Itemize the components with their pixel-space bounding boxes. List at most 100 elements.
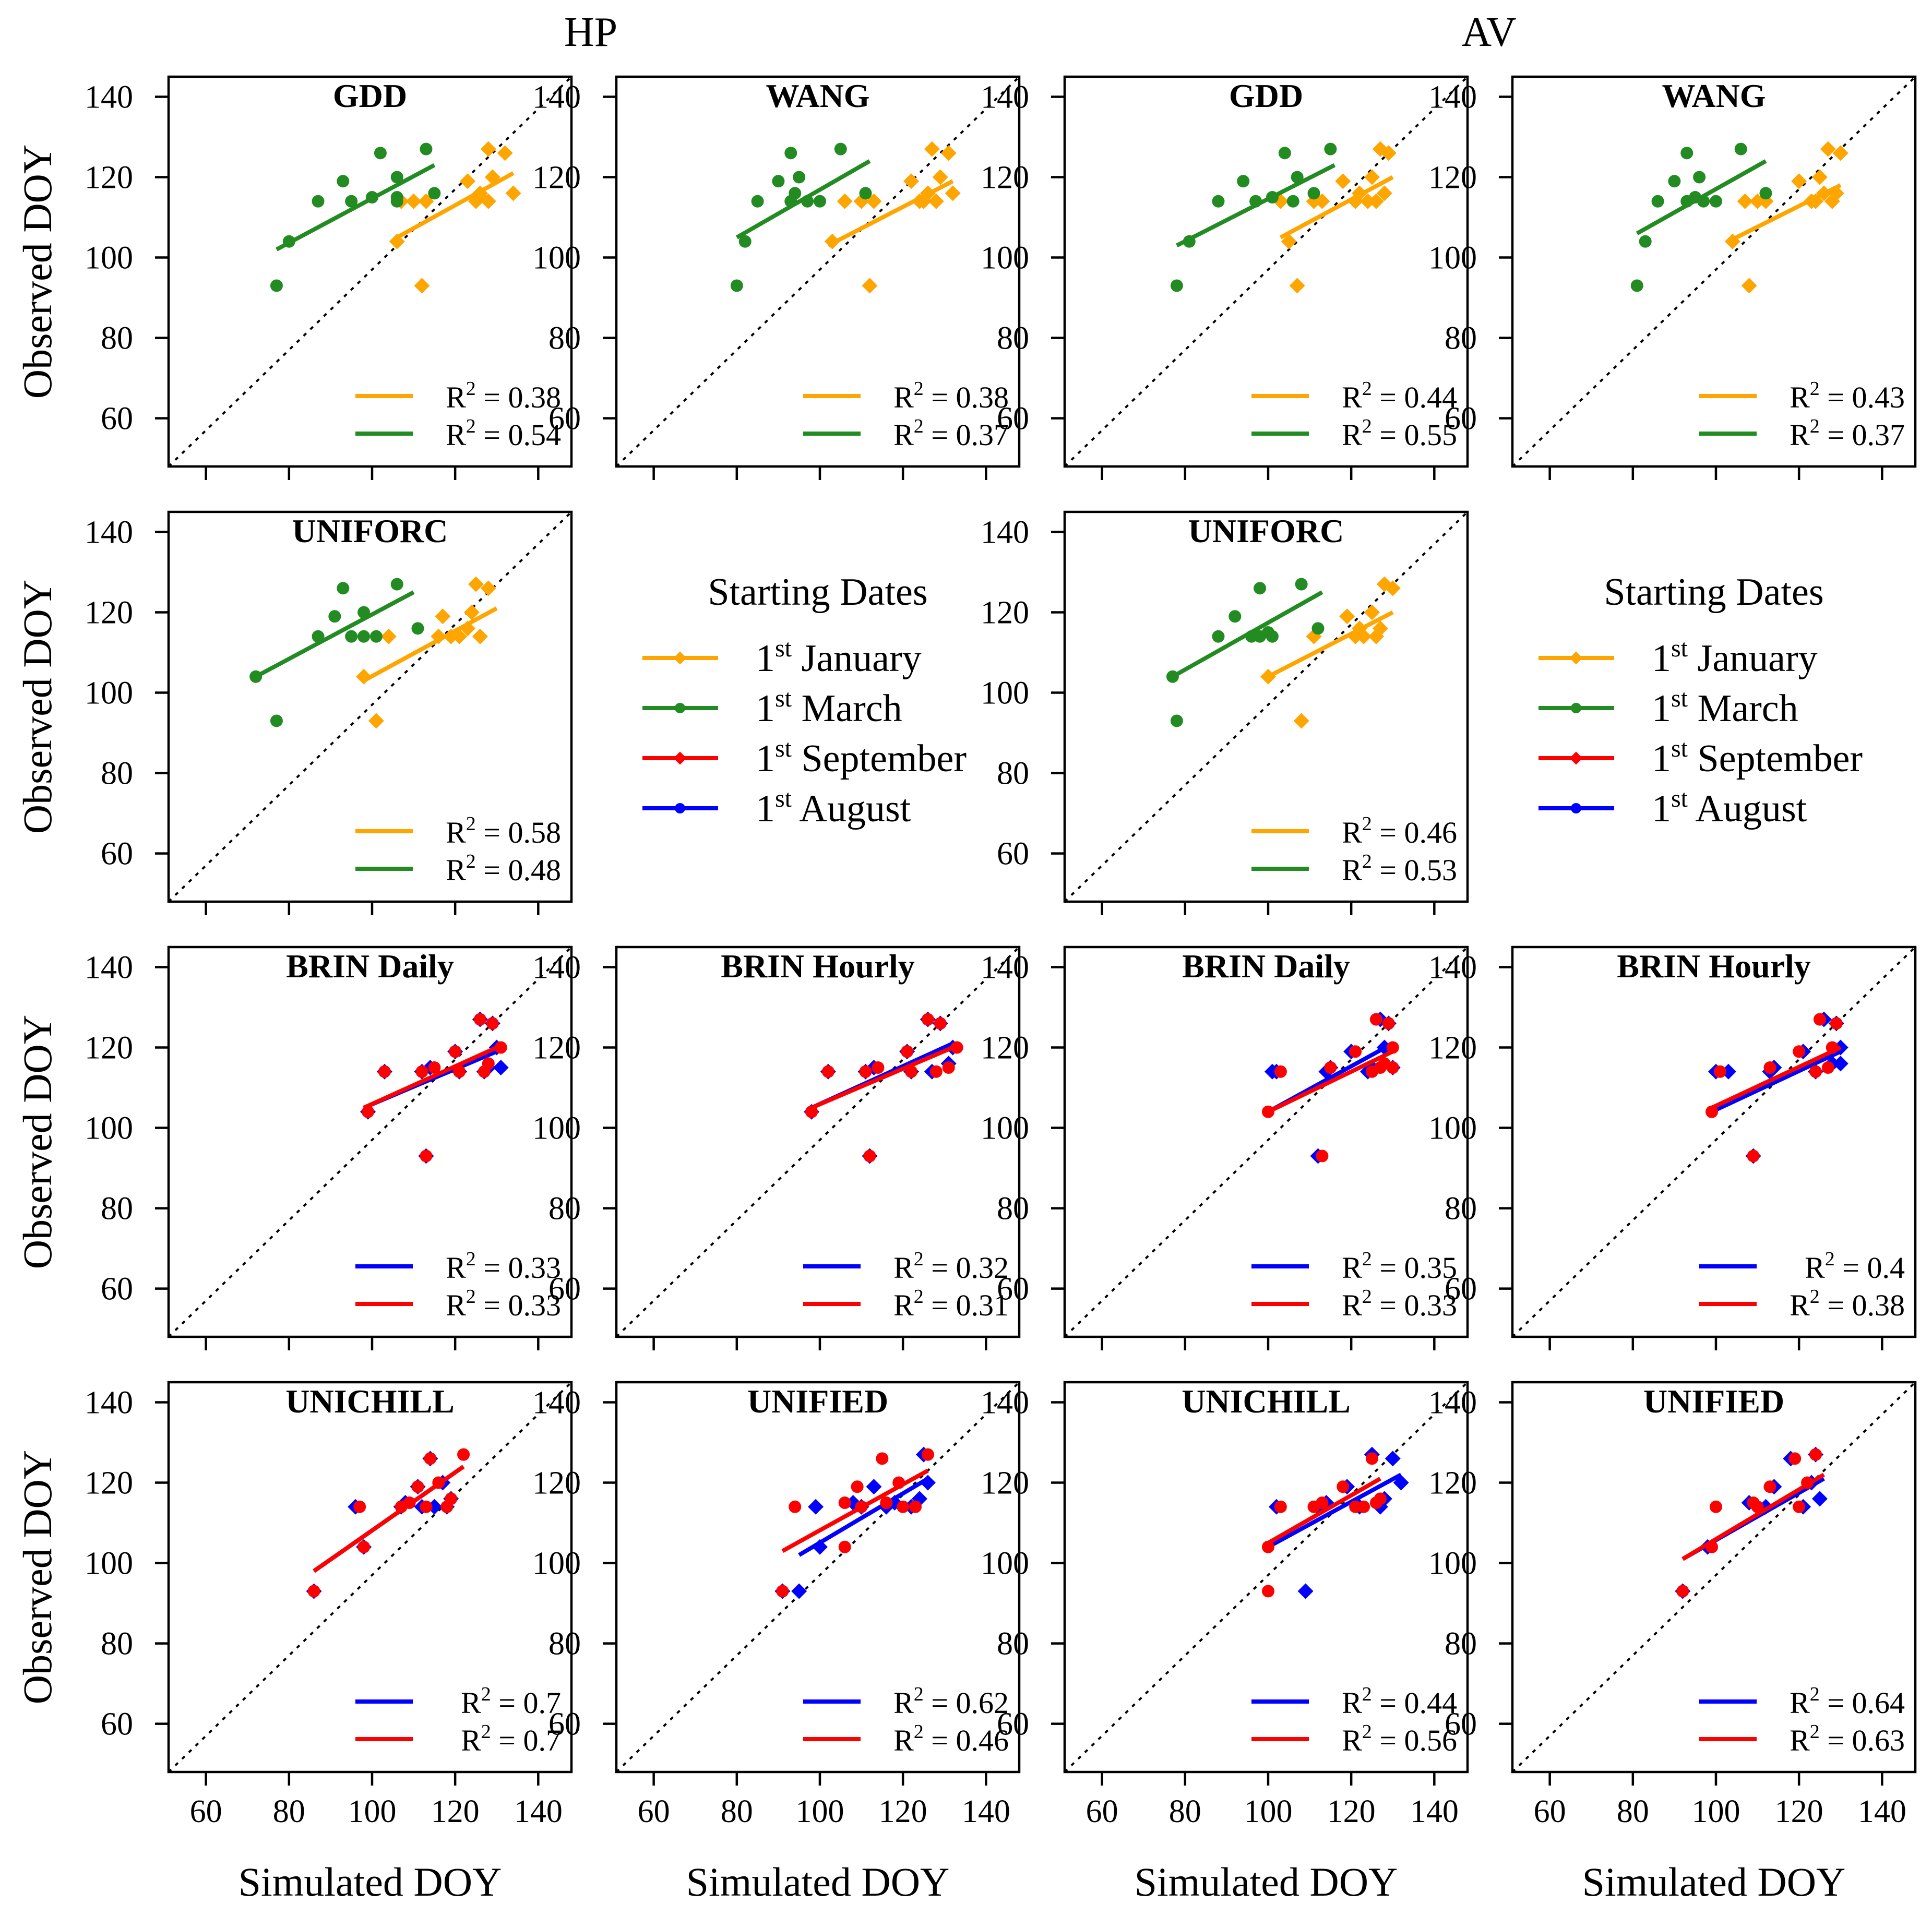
data-point (1324, 1061, 1337, 1074)
data-point (1809, 1065, 1822, 1078)
data-point (1793, 1500, 1806, 1513)
series-1st-january (1724, 141, 1848, 294)
regression-line (363, 1045, 498, 1110)
legend-marker (1571, 703, 1581, 713)
regression-line (798, 1477, 929, 1557)
data-point (1376, 185, 1392, 201)
legend-marker (673, 651, 687, 665)
y-tick-label: 60 (101, 401, 133, 437)
data-point (1365, 1452, 1378, 1465)
regression-line (1636, 159, 1767, 235)
r2-value: R2 = 0.33 (446, 1248, 561, 1285)
regression-line (1267, 1049, 1394, 1114)
legend-marker (673, 751, 687, 765)
series-1st-august (1675, 1446, 1828, 1599)
panel-title: UNICHILL (285, 1383, 455, 1420)
panel-gdd-hp: GDD 60 80 100 120 140 Observed DOY R2 = 0.38R2 … (15, 75, 573, 480)
y-tick-label: 80 (1445, 1626, 1477, 1662)
y-tick-label: 120 (532, 160, 581, 196)
data-point (1741, 278, 1757, 294)
legend-title: Starting Dates (1604, 571, 1823, 614)
y-tick-label: 80 (101, 321, 133, 356)
series-1st-march (1170, 142, 1337, 292)
data-point (1639, 235, 1652, 248)
regression-line (1727, 183, 1842, 244)
y-tick-label: 100 (532, 1111, 581, 1146)
data-point (390, 578, 403, 591)
r2-value: R2 = 0.58 (446, 813, 561, 849)
plot-frame (1063, 945, 1469, 1338)
y-tick-label: 120 (1428, 160, 1477, 196)
y-tick-label: 80 (997, 1626, 1029, 1662)
data-point (1386, 1061, 1399, 1074)
data-point (859, 1065, 872, 1078)
data-point (903, 173, 920, 189)
data-point (411, 1480, 424, 1493)
data-point (834, 142, 847, 155)
data-point (463, 604, 480, 620)
data-point (1316, 1149, 1329, 1163)
y-tick-label: 120 (532, 1031, 581, 1066)
x-tick-label: 60 (1534, 1794, 1566, 1829)
x-tick-label: 100 (1244, 1794, 1292, 1829)
data-point (486, 1017, 499, 1030)
x-tick-label: 80 (721, 1794, 753, 1829)
series-1st-august (774, 1446, 936, 1599)
data-point (789, 1500, 802, 1513)
plot-frame (1511, 945, 1917, 1338)
y-tick-label: 60 (1445, 1272, 1477, 1307)
data-point (1747, 1149, 1760, 1163)
data-point (1274, 1065, 1287, 1078)
series-1st-september (805, 1013, 963, 1163)
data-point (505, 185, 521, 201)
plot-frame (1063, 1381, 1469, 1774)
r2-value: R2 = 0.35 (1342, 1248, 1457, 1285)
data-point (1709, 195, 1722, 208)
data-point (1809, 1448, 1822, 1461)
y-tick-label: 140 (981, 515, 1029, 550)
data-point (337, 582, 350, 595)
y-tick-label: 80 (101, 1191, 133, 1227)
series-1st-january (1260, 576, 1401, 729)
data-point (368, 713, 384, 729)
series-1st-march (270, 142, 441, 292)
y-tick-label: 100 (85, 1546, 133, 1582)
data-point (1359, 193, 1376, 209)
data-point (345, 630, 358, 643)
y-tick-label: 80 (997, 1191, 1029, 1227)
y-tick-label: 140 (1428, 950, 1477, 986)
column-title-hp: HP (564, 9, 617, 55)
data-point (838, 1496, 851, 1510)
y-tick-label: 140 (981, 950, 1029, 986)
data-point (445, 1492, 458, 1505)
data-point (738, 235, 752, 248)
data-point (353, 1500, 366, 1513)
legend-label: 1st March (1652, 685, 1798, 730)
data-point (1693, 171, 1706, 184)
series-1st-september (1706, 1013, 1843, 1163)
y-axis-label: Observed DOY (15, 1450, 60, 1704)
series-1st-march (1630, 142, 1772, 292)
y-tick-label: 60 (548, 1272, 581, 1307)
x-tick-label: 80 (1617, 1794, 1649, 1829)
series-1st-september (776, 1448, 934, 1598)
data-point (1364, 604, 1380, 620)
r2-value: R2 = 0.64 (1790, 1683, 1905, 1720)
plot-frame (167, 945, 573, 1338)
x-tick-label: 80 (1169, 1794, 1201, 1829)
legends: Starting Dates 1st January 1st March 1st Se… (642, 571, 1863, 830)
data-point (328, 610, 341, 623)
data-point (420, 1500, 433, 1513)
data-point (1335, 173, 1351, 189)
data-point (1372, 620, 1388, 637)
data-point (1286, 195, 1299, 208)
legend-label: 1st March (756, 685, 902, 730)
data-point (876, 1452, 889, 1465)
data-point (1368, 193, 1384, 209)
x-axis-label: Simulated DOY (1582, 1859, 1846, 1905)
x-tick-label: 60 (190, 1794, 222, 1829)
series-1st-march (249, 578, 424, 727)
data-point (862, 278, 878, 294)
